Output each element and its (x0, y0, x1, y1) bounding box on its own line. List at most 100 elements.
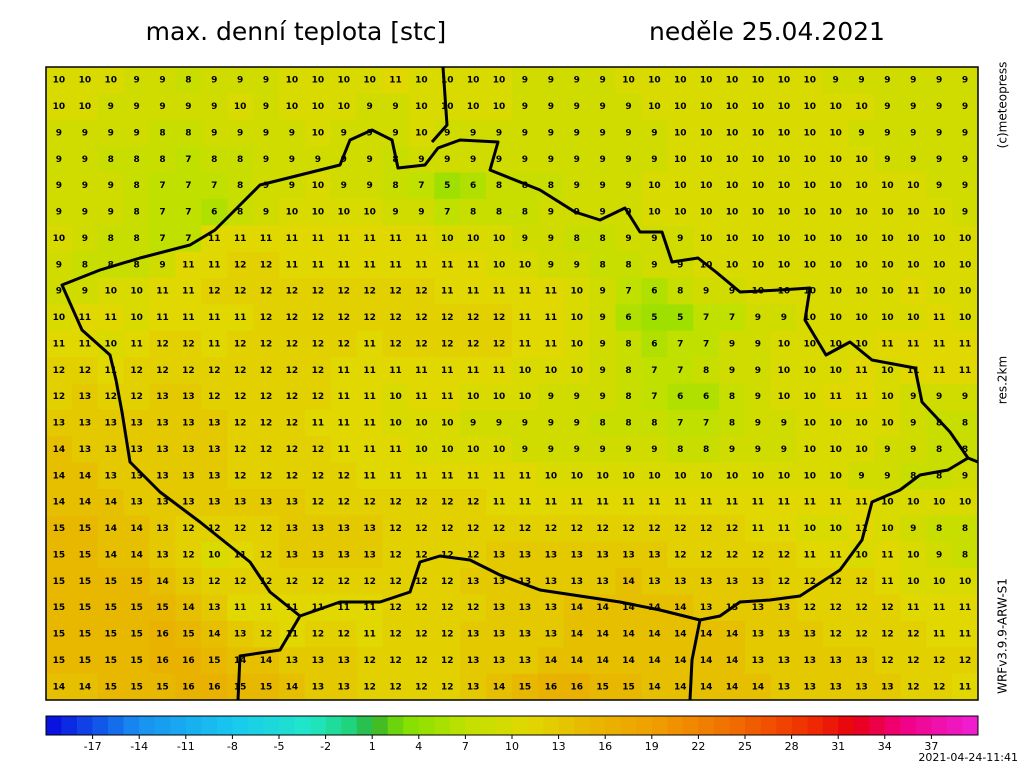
value-label: 9 (418, 155, 424, 165)
field-cell (874, 304, 901, 332)
value-label: 12 (855, 630, 868, 640)
value-label: 7 (185, 208, 191, 218)
colorbar-segment (915, 716, 932, 735)
field-cell (434, 330, 461, 358)
field-cell (512, 225, 539, 253)
value-label: 14 (726, 682, 739, 692)
value-label: 10 (855, 419, 868, 429)
field-cell (719, 647, 746, 675)
value-label: 10 (778, 155, 791, 165)
field-cell (149, 436, 176, 464)
value-label: 16 (182, 656, 195, 666)
field-cell (926, 198, 953, 226)
value-label: 14 (79, 471, 92, 481)
value-label: 10 (700, 102, 713, 112)
value-label: 11 (415, 471, 428, 481)
field-cell (123, 330, 151, 358)
value-label: 9 (470, 419, 476, 429)
value-label: 12 (260, 313, 273, 323)
value-label: 16 (182, 682, 195, 692)
border-line (236, 615, 302, 700)
value-label: 12 (234, 419, 247, 429)
field-cell (719, 383, 746, 411)
value-label: 9 (910, 524, 916, 534)
value-label: 12 (363, 656, 376, 666)
field-cell (874, 462, 901, 490)
value-label: 12 (441, 339, 454, 349)
value-label: 11 (208, 260, 221, 270)
value-label: 12 (389, 656, 402, 666)
value-label: 8 (133, 181, 139, 191)
value-label: 13 (467, 630, 480, 640)
field-cell (822, 489, 850, 516)
field-cell (589, 146, 617, 173)
value-label: 10 (829, 366, 842, 376)
value-label: 6 (625, 313, 631, 323)
field-cell (175, 119, 202, 147)
value-label: 10 (648, 471, 661, 481)
value-label: 11 (415, 366, 428, 376)
field-cell (486, 647, 513, 675)
value-label: 9 (159, 102, 165, 112)
value-label: 12 (933, 682, 946, 692)
value-label: 15 (104, 577, 117, 587)
colorbar-segment (946, 716, 963, 735)
value-label: 14 (130, 550, 143, 560)
field-cell (408, 304, 435, 332)
value-label: 10 (234, 102, 247, 112)
value-label: 9 (625, 102, 631, 112)
value-label: 9 (211, 76, 217, 86)
field-cell (822, 594, 850, 622)
value-label: 12 (260, 550, 273, 560)
field-cell (330, 568, 358, 595)
colorbar-segment (108, 716, 124, 735)
field-cell (848, 594, 875, 622)
value-label: 14 (53, 682, 66, 692)
field-cell (46, 225, 73, 253)
value-label: 9 (82, 287, 88, 297)
field-cell (900, 304, 927, 332)
value-label: 13 (519, 656, 532, 666)
value-label: 12 (415, 550, 428, 560)
value-label: 10 (829, 471, 842, 481)
field-cell (796, 172, 824, 200)
field-cell (874, 515, 901, 543)
field-cell (667, 409, 694, 437)
field-cell (46, 383, 73, 411)
field-cell (46, 67, 73, 94)
field-cell (175, 383, 202, 411)
value-label: 7 (703, 313, 709, 323)
value-label: 14 (570, 630, 583, 640)
field-cell (201, 146, 228, 173)
value-label: 12 (182, 339, 195, 349)
field-cell (796, 67, 824, 94)
field-cell (796, 251, 824, 279)
value-label: 12 (700, 550, 713, 560)
field-cell (848, 568, 875, 595)
field-cell (615, 541, 642, 569)
value-label: 11 (700, 498, 713, 508)
field-cell (304, 673, 332, 701)
value-label: 10 (570, 313, 583, 323)
colorbar-segment (931, 716, 948, 735)
value-label: 11 (363, 445, 376, 455)
value-label: 11 (234, 313, 247, 323)
value-label: 13 (234, 630, 247, 640)
field-cell (330, 409, 358, 437)
field-cell (46, 146, 73, 173)
value-label: 11 (104, 366, 117, 376)
field-cell (356, 383, 384, 411)
field-cell (356, 225, 384, 253)
colorbar-segment (46, 716, 62, 735)
colorbar-tick-label: 31 (831, 740, 845, 753)
value-label: 12 (829, 577, 842, 587)
field-cell (900, 515, 927, 543)
field-cell (693, 225, 720, 253)
field-cell (537, 489, 565, 516)
value-label: 10 (415, 102, 428, 112)
field-cell (641, 647, 668, 675)
field-cell (123, 647, 151, 675)
value-label: 13 (79, 419, 92, 429)
value-label: 10 (570, 339, 583, 349)
value-label: 9 (263, 128, 269, 138)
